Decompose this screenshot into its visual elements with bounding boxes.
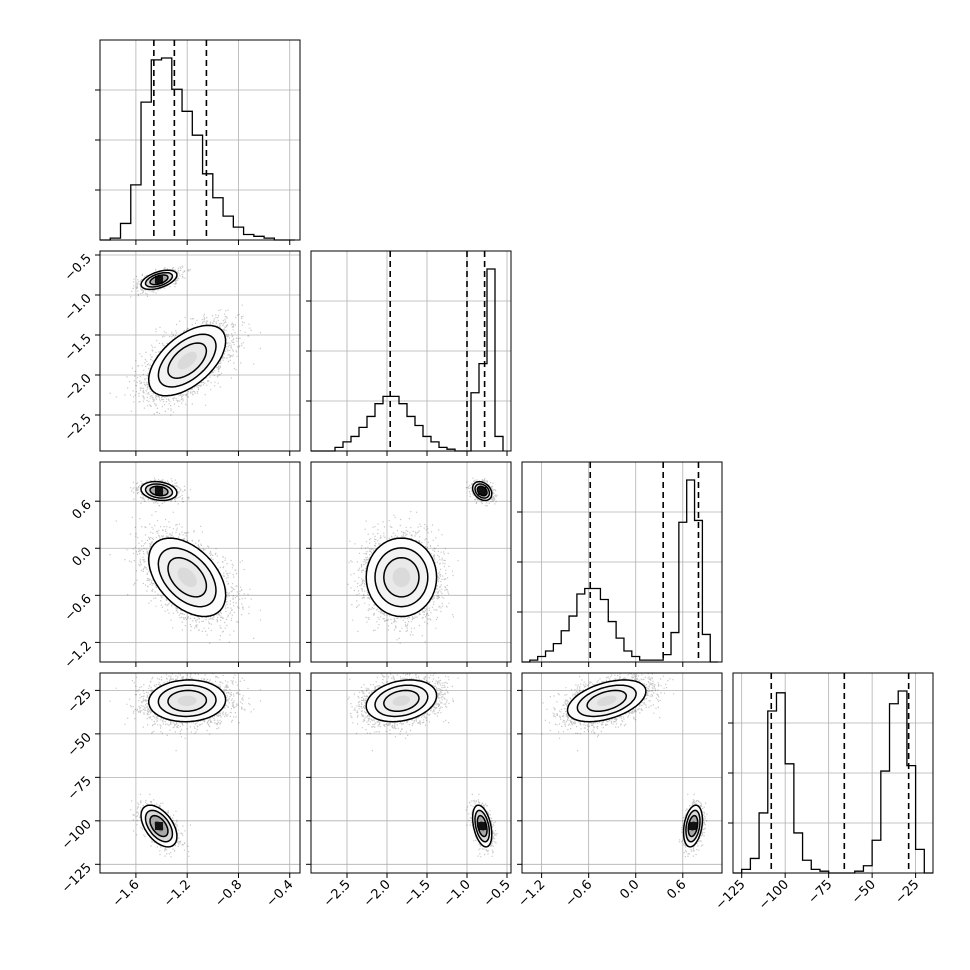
y-tick-label: 0.6 xyxy=(70,497,95,522)
density-panel-3-1: −1.2 −0.6 0.0 0.6 xyxy=(62,461,301,672)
contour-line xyxy=(682,804,704,848)
contour-line xyxy=(374,684,429,718)
histogram-step xyxy=(522,479,719,663)
y-tick-label: −1.5 xyxy=(62,331,95,364)
contour-line xyxy=(147,537,227,618)
contour-line xyxy=(474,809,491,843)
x-tick-label: 0.0 xyxy=(617,877,642,902)
contour-line xyxy=(149,274,169,286)
histogram-panel-2 xyxy=(306,250,512,456)
contour-line xyxy=(147,679,227,723)
contour-line xyxy=(471,480,493,502)
contour-line xyxy=(471,804,493,848)
contour-line xyxy=(144,483,174,499)
contour-line xyxy=(167,689,208,713)
contour-line xyxy=(157,684,217,718)
x-tick-label: 0.6 xyxy=(664,877,689,902)
contour-line xyxy=(140,804,178,848)
x-tick-label: −1.0 xyxy=(441,877,474,910)
contour-line xyxy=(476,814,488,838)
sample-points xyxy=(109,477,262,644)
y-tick-label: −0.6 xyxy=(62,592,95,625)
x-tick-label: −2.5 xyxy=(321,877,354,910)
y-tick-label: −25 xyxy=(65,687,95,717)
contour-line xyxy=(586,689,628,713)
histogram-step xyxy=(311,268,504,452)
x-tick-label: −75 xyxy=(805,877,835,907)
density-panel-4-2: −2.5 −2.0 −1.5 −1.0 −0.5 xyxy=(306,672,514,910)
x-tick-label: −100 xyxy=(756,877,792,913)
contour-line xyxy=(140,269,178,291)
y-tick-label: −1.0 xyxy=(62,291,95,324)
contour-line xyxy=(167,556,208,598)
y-tick-label: −2.5 xyxy=(62,411,95,444)
contour-line xyxy=(476,485,488,497)
contour-line xyxy=(383,689,420,713)
contour-line xyxy=(157,547,217,608)
x-tick-label: −2.0 xyxy=(361,877,394,910)
contour-line xyxy=(147,324,227,397)
contour-line xyxy=(144,809,174,843)
contour-line xyxy=(144,271,174,288)
density-panel-2-1: −2.5 −2.0 −1.5 −1.0 −0.5 xyxy=(62,250,301,456)
contour-line xyxy=(365,679,438,723)
x-tick-label: −0.4 xyxy=(264,877,297,910)
histogram-step xyxy=(100,57,295,241)
contour-line xyxy=(149,814,169,838)
density-panel-3-2 xyxy=(306,461,512,667)
histogram-panel-4: −125 −100 −75 −50 −25 xyxy=(713,672,934,913)
contour-line xyxy=(149,485,169,497)
x-tick-label: −1.5 xyxy=(401,877,434,910)
contour-line xyxy=(685,809,701,843)
contour-line xyxy=(157,333,217,388)
histogram-panel-1 xyxy=(95,39,301,245)
density-panel-4-1: −1.6 −1.2 −0.8 −0.4 −125 −100 −75 −50 −25 xyxy=(59,672,301,910)
contour-line xyxy=(687,814,699,838)
x-tick-label: −1.6 xyxy=(110,877,143,910)
y-tick-label: −1.2 xyxy=(62,639,95,672)
y-tick-label: −100 xyxy=(59,817,95,853)
y-tick-label: −50 xyxy=(65,730,95,760)
contour-line xyxy=(566,679,647,723)
x-tick-label: −50 xyxy=(849,877,879,907)
contour-line xyxy=(374,547,429,608)
x-tick-label: −25 xyxy=(892,877,922,907)
density-panel-4-3: −1.2 −0.6 0.0 0.6 xyxy=(516,672,723,910)
contour-line xyxy=(383,556,420,598)
x-tick-label: −1.2 xyxy=(516,877,549,910)
y-tick-label: −0.5 xyxy=(62,251,95,284)
contour-line xyxy=(576,684,637,718)
contour-line xyxy=(140,480,178,502)
contour-line xyxy=(474,483,491,499)
contour-line xyxy=(167,342,208,379)
histogram-step xyxy=(733,690,933,874)
sample-points xyxy=(109,673,262,858)
y-tick-label: −2.0 xyxy=(62,371,95,404)
histogram-panel-3 xyxy=(517,461,723,667)
y-tick-label: 0.0 xyxy=(70,544,95,569)
x-tick-label: −0.5 xyxy=(481,877,514,910)
x-tick-label: −1.2 xyxy=(161,877,194,910)
y-tick-label: −125 xyxy=(59,861,95,897)
x-tick-label: −125 xyxy=(713,877,749,913)
x-tick-label: −0.8 xyxy=(212,877,245,910)
contour-line xyxy=(365,537,438,618)
sample-points xyxy=(109,265,262,416)
y-tick-label: −75 xyxy=(65,774,95,804)
x-tick-label: −0.6 xyxy=(563,877,596,910)
